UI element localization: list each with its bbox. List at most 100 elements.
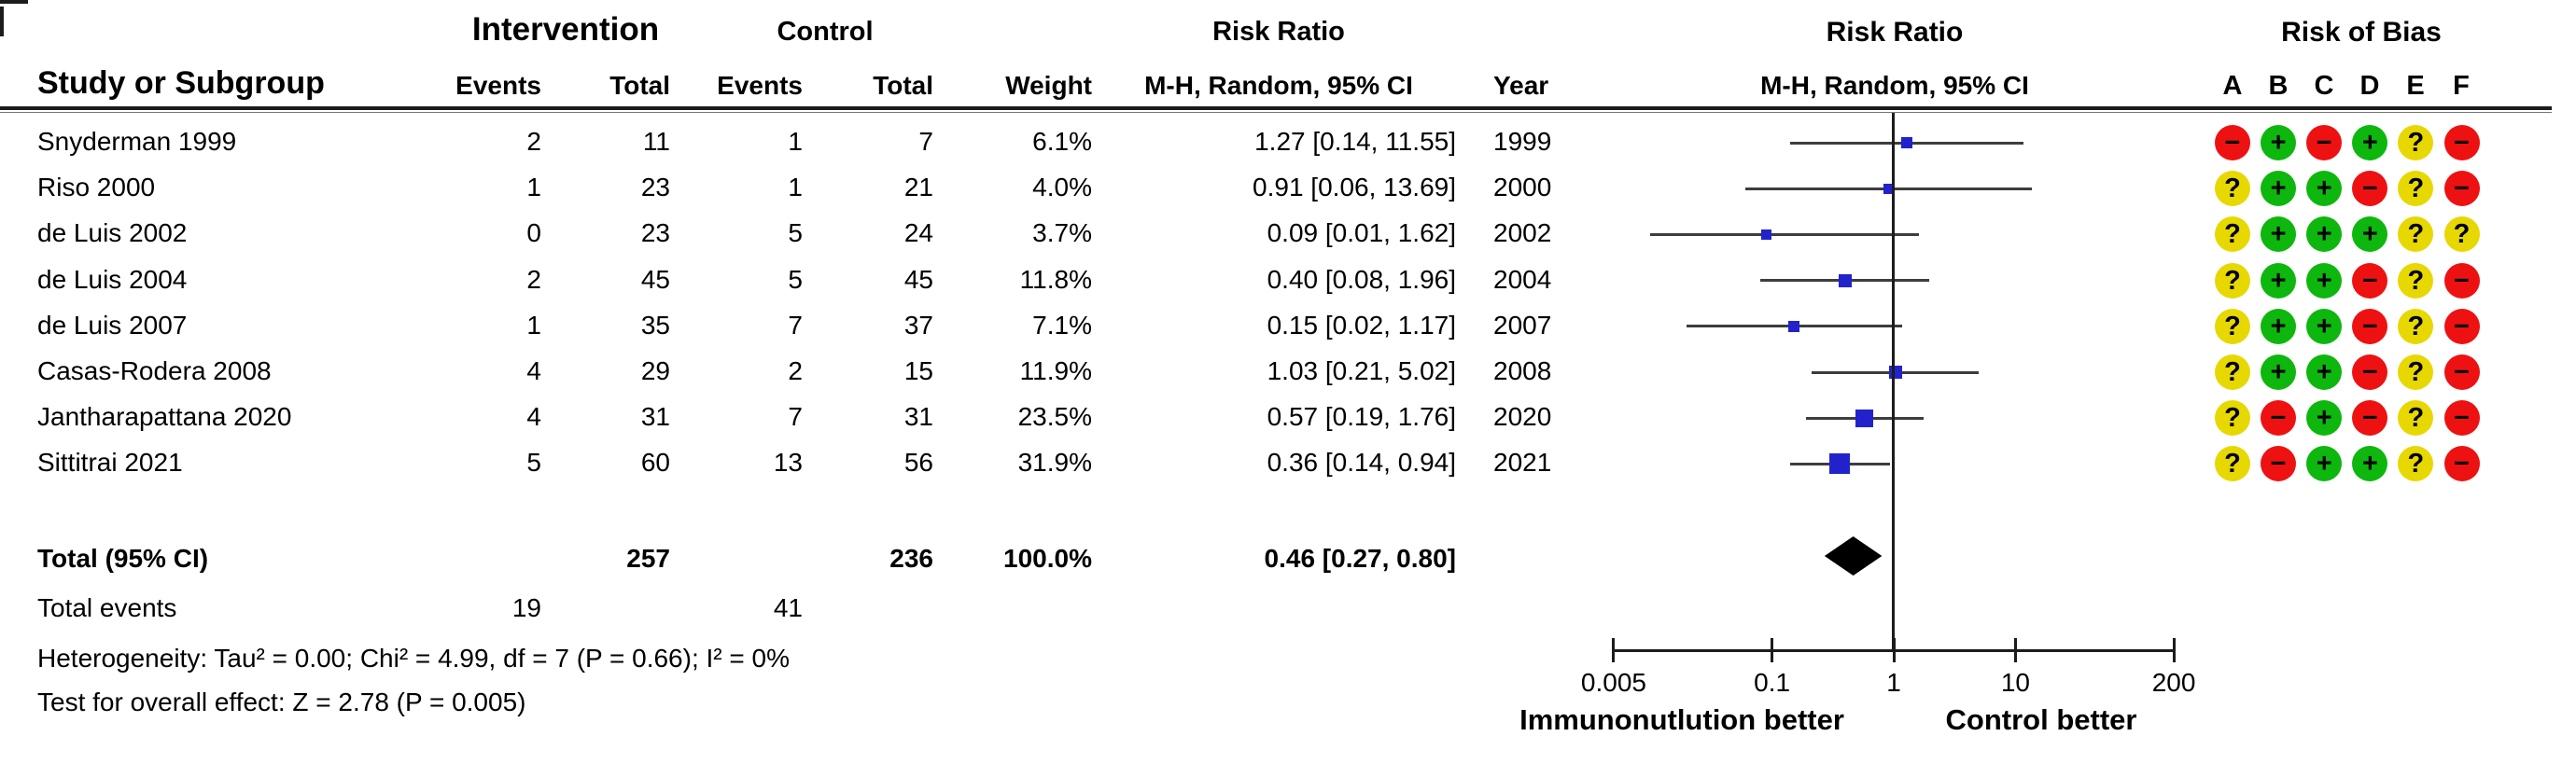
rob-circle-f: − — [2443, 125, 2480, 160]
rob-col-c: C — [2314, 71, 2334, 101]
rob-col-f: F — [2453, 71, 2470, 101]
rob-circle-a: ? — [2215, 216, 2250, 253]
events-intervention: 0 — [526, 218, 541, 247]
estimate-value: 0.91 [0.06, 13.69] — [1253, 173, 1456, 201]
axis-tick — [2013, 638, 2017, 662]
direction-label-left: Immunonutlution better — [1519, 703, 1844, 736]
weight-value: 4.0% — [1032, 173, 1092, 201]
rob-circle-d: − — [2352, 262, 2388, 299]
total-control: 56 — [903, 448, 933, 477]
rob-circle-e: ? — [2398, 171, 2434, 207]
total-events-intervention: 19 — [511, 593, 541, 622]
rob-col-d: D — [2359, 71, 2380, 101]
effect-square — [1829, 453, 1851, 475]
events-control: 1 — [788, 127, 803, 156]
total-events-control: 41 — [773, 593, 803, 622]
rob-circle-a: ? — [2215, 171, 2250, 207]
study-name: de Luis 2002 — [37, 218, 188, 247]
axis-tick-label: 0.005 — [1580, 668, 1646, 697]
plot-subheader: M-H, Random, 95% CI — [1760, 71, 2029, 100]
total-events-label: Total events — [37, 593, 177, 622]
total-control: 37 — [903, 311, 933, 340]
rob-circle-a: − — [2215, 125, 2250, 160]
rob-col-a: A — [2222, 71, 2243, 101]
total-intervention: 35 — [640, 311, 670, 340]
rob-circle-c: − — [2306, 125, 2343, 160]
rob-circle-f: − — [2443, 400, 2480, 437]
events-control: 5 — [788, 218, 803, 247]
rob-circle-f: − — [2443, 446, 2480, 482]
rob-title: Risk of Bias — [2281, 17, 2442, 48]
rob-circle-d: − — [2352, 308, 2388, 344]
year-value: 1999 — [1493, 127, 1552, 156]
rob-circle-c: + — [2306, 216, 2343, 253]
rob-circle-c: + — [2306, 308, 2343, 344]
study-name: Casas-Rodera 2008 — [37, 356, 272, 385]
total-intervention: 45 — [640, 265, 670, 294]
group-header-intervention: Intervention — [471, 11, 660, 48]
estimate-value: 0.15 [0.02, 1.17] — [1267, 311, 1456, 340]
ci-line — [1650, 232, 1920, 236]
total-control: 15 — [903, 356, 933, 385]
rob-circle-e: ? — [2398, 125, 2434, 160]
events-intervention-header: Events — [455, 71, 541, 100]
rob-circle-f: − — [2443, 308, 2480, 344]
rob-circle-a: ? — [2215, 400, 2250, 437]
events-control: 5 — [788, 265, 803, 294]
estimate-value: 1.03 [0.21, 5.02] — [1267, 356, 1456, 385]
rob-circle-d: − — [2352, 171, 2388, 207]
rob-circle-b: + — [2261, 125, 2297, 160]
total-control: 45 — [903, 265, 933, 294]
year-value: 2004 — [1493, 265, 1552, 294]
rob-circle-e: ? — [2398, 262, 2434, 299]
year-header: Year — [1493, 71, 1549, 100]
events-intervention: 5 — [526, 448, 541, 477]
group-header-control: Control — [777, 17, 874, 47]
rob-circle-c: + — [2306, 171, 2343, 207]
axis-tick — [1612, 638, 1616, 662]
study-name: Jantharapattana 2020 — [37, 402, 292, 431]
no-effect-line — [1892, 113, 1895, 650]
axis-tick-label: 0.1 — [1754, 668, 1791, 697]
study-name: Sittitrai 2021 — [37, 448, 183, 477]
events-intervention: 4 — [526, 356, 541, 385]
rob-circle-d: − — [2352, 354, 2388, 390]
rob-circle-a: ? — [2215, 308, 2250, 344]
rob-col-e: E — [2406, 71, 2425, 101]
rob-circle-d: − — [2352, 400, 2388, 437]
total-intervention: 31 — [640, 402, 670, 431]
rob-circle-a: ? — [2215, 446, 2250, 482]
total-intervention: 23 — [640, 218, 670, 247]
rob-circle-b: + — [2261, 354, 2297, 390]
effect-square — [1883, 183, 1895, 194]
effect-square — [1855, 409, 1873, 427]
axis-tick-label: 10 — [2000, 668, 2030, 697]
estimate-value: 0.36 [0.14, 0.94] — [1267, 448, 1456, 477]
rob-circle-e: ? — [2398, 308, 2434, 344]
total-label: Total (95% CI) — [37, 544, 209, 573]
rob-circle-c: + — [2306, 262, 2343, 299]
rob-circle-c: + — [2306, 446, 2343, 482]
estimate-value: 0.40 [0.08, 1.96] — [1267, 265, 1456, 294]
total-control: 24 — [903, 218, 933, 247]
rob-circle-b: + — [2261, 262, 2297, 299]
direction-label-right: Control better — [1945, 703, 2137, 736]
year-value: 2021 — [1493, 448, 1552, 477]
rob-circle-e: ? — [2398, 400, 2434, 437]
rob-circle-e: ? — [2398, 216, 2434, 253]
weight-value: 23.5% — [1017, 402, 1092, 431]
events-intervention: 2 — [526, 265, 541, 294]
events-control: 1 — [788, 173, 803, 201]
total-control-header: Total — [873, 71, 933, 100]
total-intervention: 29 — [640, 356, 670, 385]
total-estimate: 0.46 [0.27, 0.80] — [1264, 544, 1456, 573]
rob-circle-b: − — [2261, 446, 2297, 482]
study-name: Riso 2000 — [37, 173, 156, 201]
effect-square — [1900, 137, 1912, 148]
total-intervention: 11 — [642, 127, 670, 156]
events-control: 2 — [788, 356, 803, 385]
total-intervention: 60 — [640, 448, 670, 477]
rob-circle-a: ? — [2215, 262, 2250, 299]
plot-title: Risk Ratio — [1826, 17, 1964, 48]
